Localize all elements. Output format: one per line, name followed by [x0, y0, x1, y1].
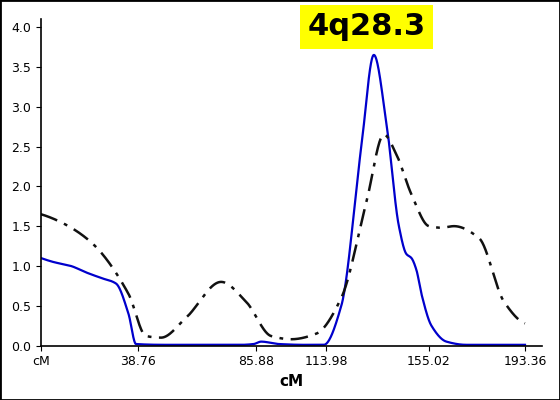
Text: 4q28.3: 4q28.3	[307, 12, 426, 41]
X-axis label: cM: cM	[279, 374, 304, 389]
